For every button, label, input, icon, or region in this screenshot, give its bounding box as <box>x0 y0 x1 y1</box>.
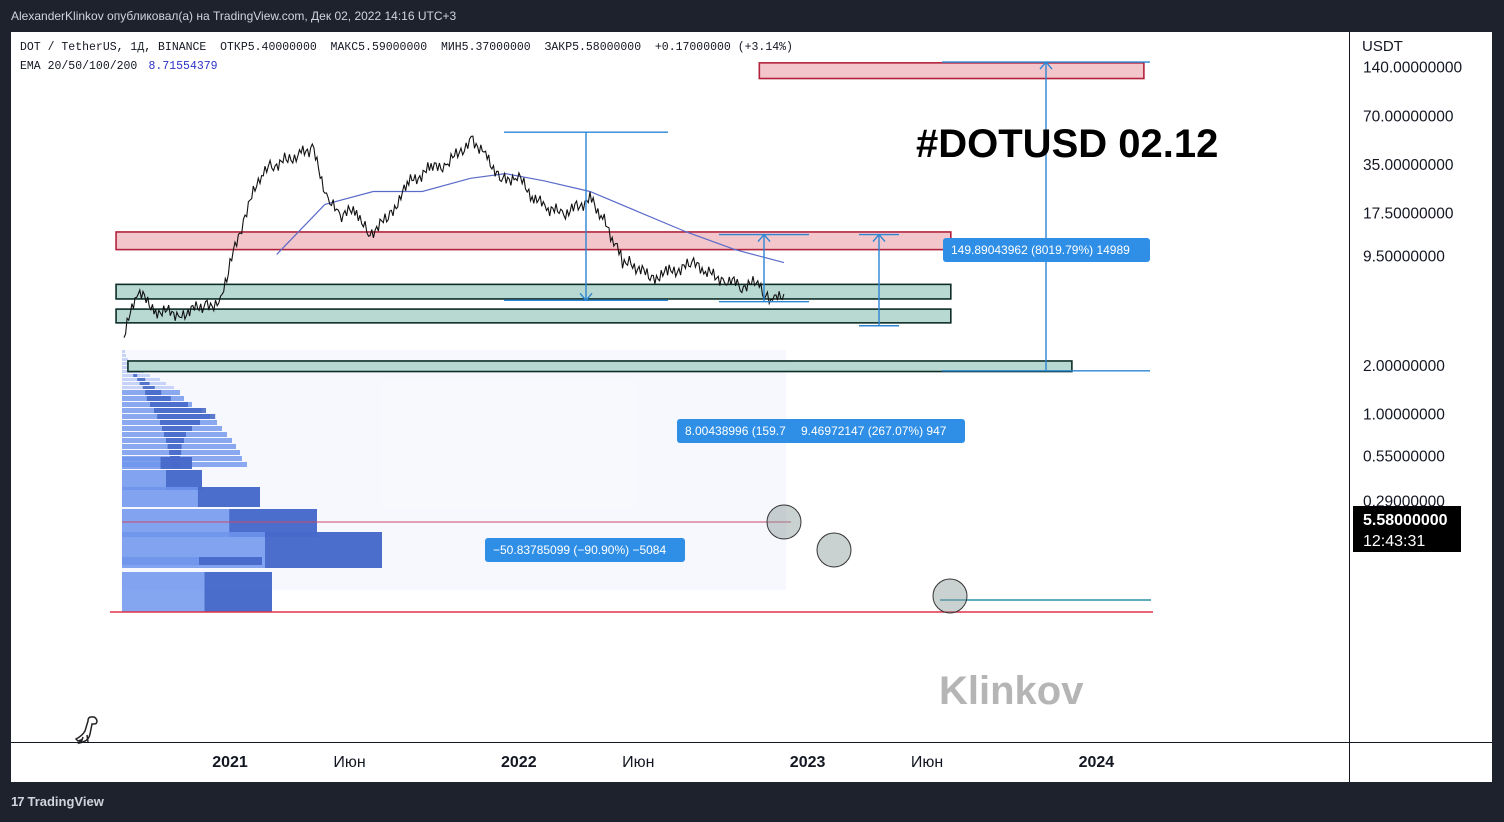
ema-line <box>276 172 785 264</box>
publish-info: AlexanderKlinkov опубликовал(а) на Tradi… <box>11 9 457 23</box>
price-axis-label: 9.50000000 <box>1363 249 1445 266</box>
chart-area[interactable]: 149.89043962 (8019.79%) 14989 −50.8378509… <box>11 16 1492 782</box>
volume-profile-row-dark <box>265 532 382 568</box>
tradingview-logo-icon: 17 <box>11 794 25 809</box>
volume-profile-row-dark <box>162 426 192 431</box>
measure-tools: 149.89043962 (8019.79%) 14989 −50.8378509… <box>485 60 1150 562</box>
volume-profile-row-dark <box>146 396 171 401</box>
volume-profile <box>122 350 382 612</box>
price-axis-label: 260.00000000 <box>1363 32 1463 33</box>
time-axis-label: 2024 <box>1079 754 1115 771</box>
ema-polyline <box>276 172 785 264</box>
time-axis-label: Июн <box>622 754 654 771</box>
volume-profile-row-dark <box>199 557 262 565</box>
price-polyline <box>123 135 785 338</box>
measure-arrow <box>579 292 593 302</box>
volume-profile-row-dark <box>166 438 184 443</box>
measure-label: 8.00438996 (159.7 <box>685 424 786 438</box>
support-zone <box>115 308 952 324</box>
price-axis-label: 35.00000000 <box>1363 157 1454 174</box>
price-axis[interactable]: 2000.000000001000.00000000500.0000000026… <box>1363 16 1471 511</box>
dinosaur-icon[interactable] <box>74 716 98 745</box>
measure-arrow <box>1039 60 1053 70</box>
target-circle-3 <box>932 578 968 614</box>
volume-profile-row-dark <box>154 408 206 413</box>
volume-profile-row <box>122 362 131 365</box>
target-circle-1 <box>766 504 802 540</box>
symbol-legend: DOT / TetherUS, 1Д, BINANCE ОТКР5.400000… <box>20 41 793 54</box>
time-axis-label: 2023 <box>790 754 826 771</box>
time-axis-label: 2022 <box>501 754 537 771</box>
volume-profile-row <box>122 557 262 565</box>
price-axis-label: 1.00000000 <box>1363 407 1445 424</box>
chart-watermark-title: #DOTUSD 02.12 <box>916 122 1218 166</box>
price-axis-label: 140.00000000 <box>1363 60 1463 77</box>
author-watermark: Klinkov <box>939 669 1084 713</box>
volume-profile-row-dark <box>197 487 260 507</box>
volume-profile-row <box>122 350 125 353</box>
tradingview-brand-label: TradingView <box>27 794 104 809</box>
resistance-zone <box>758 62 1145 80</box>
price-zones <box>110 62 1153 613</box>
volume-profile-row-dark <box>133 374 138 377</box>
target-circle-2 <box>816 532 852 568</box>
measure-arrow <box>872 233 886 243</box>
time-axis-label: 2021 <box>212 754 248 771</box>
volume-profile-row-dark <box>167 444 182 449</box>
support-zone <box>115 283 952 300</box>
time-axis[interactable]: 2021 Июн 2022 Июн 2023 Июн 2024 <box>212 754 1114 771</box>
volume-profile-row-dark <box>164 432 186 437</box>
price-chart[interactable]: 149.89043962 (8019.79%) 14989 −50.8378509… <box>11 16 1492 782</box>
measure-label: 9.46972147 (267.07%) 947 <box>801 424 947 438</box>
last-price-value: 5.58000000 <box>1363 512 1448 529</box>
footer: 17 TradingView <box>0 782 1504 822</box>
measure-label: 149.89043962 (8019.79%) 14989 <box>951 243 1130 257</box>
volume-profile-row-dark <box>139 382 150 385</box>
price-axis-label: 70.00000000 <box>1363 108 1454 125</box>
support-zone <box>127 360 1073 373</box>
price-axis-label: 17.50000000 <box>1363 206 1454 223</box>
volume-profile-row-dark <box>145 390 162 395</box>
price-axis-unit: USDT <box>1362 38 1403 55</box>
price-axis-label: 2.00000000 <box>1363 358 1445 375</box>
volume-profile-row-dark <box>160 420 200 425</box>
ema-legend-label: EMA 20/50/100/200 <box>20 60 137 73</box>
measure-label-bg <box>485 538 685 562</box>
volume-profile-row <box>122 358 128 361</box>
measure-label-bg <box>943 238 1150 262</box>
resistance-zone <box>115 231 952 251</box>
price-axis-label: 0.55000000 <box>1363 449 1445 466</box>
volume-profile-row-dark <box>137 378 146 381</box>
ema-legend-value: 8.71554379 <box>149 60 218 73</box>
volume-profile-row-dark <box>204 572 272 612</box>
bar-countdown: 12:43:31 <box>1363 533 1425 550</box>
volume-profile-row <box>122 354 126 357</box>
price-line <box>123 135 785 338</box>
volume-profile-row-dark <box>166 470 202 490</box>
tradingview-brand[interactable]: 17 TradingView <box>11 794 104 809</box>
volume-profile-row-dark <box>169 450 182 455</box>
ema-legend: EMA 20/50/100/200 8.71554379 <box>20 60 218 73</box>
volume-profile-row-dark <box>157 414 216 419</box>
volume-profile-range <box>122 350 786 590</box>
volume-profile-row-dark <box>150 402 188 407</box>
volume-profile-row-dark <box>142 386 155 389</box>
time-axis-label: Июн <box>911 754 943 771</box>
time-axis-label: Июн <box>333 754 365 771</box>
volume-profile-row-dark <box>160 457 192 469</box>
measure-arrow <box>757 233 771 243</box>
measure-label: −50.83785099 (−90.90%) −5084 <box>493 543 666 557</box>
last-price-badge: 5.58000000 12:43:31 <box>1353 506 1461 552</box>
measure-label-bg <box>793 419 965 443</box>
